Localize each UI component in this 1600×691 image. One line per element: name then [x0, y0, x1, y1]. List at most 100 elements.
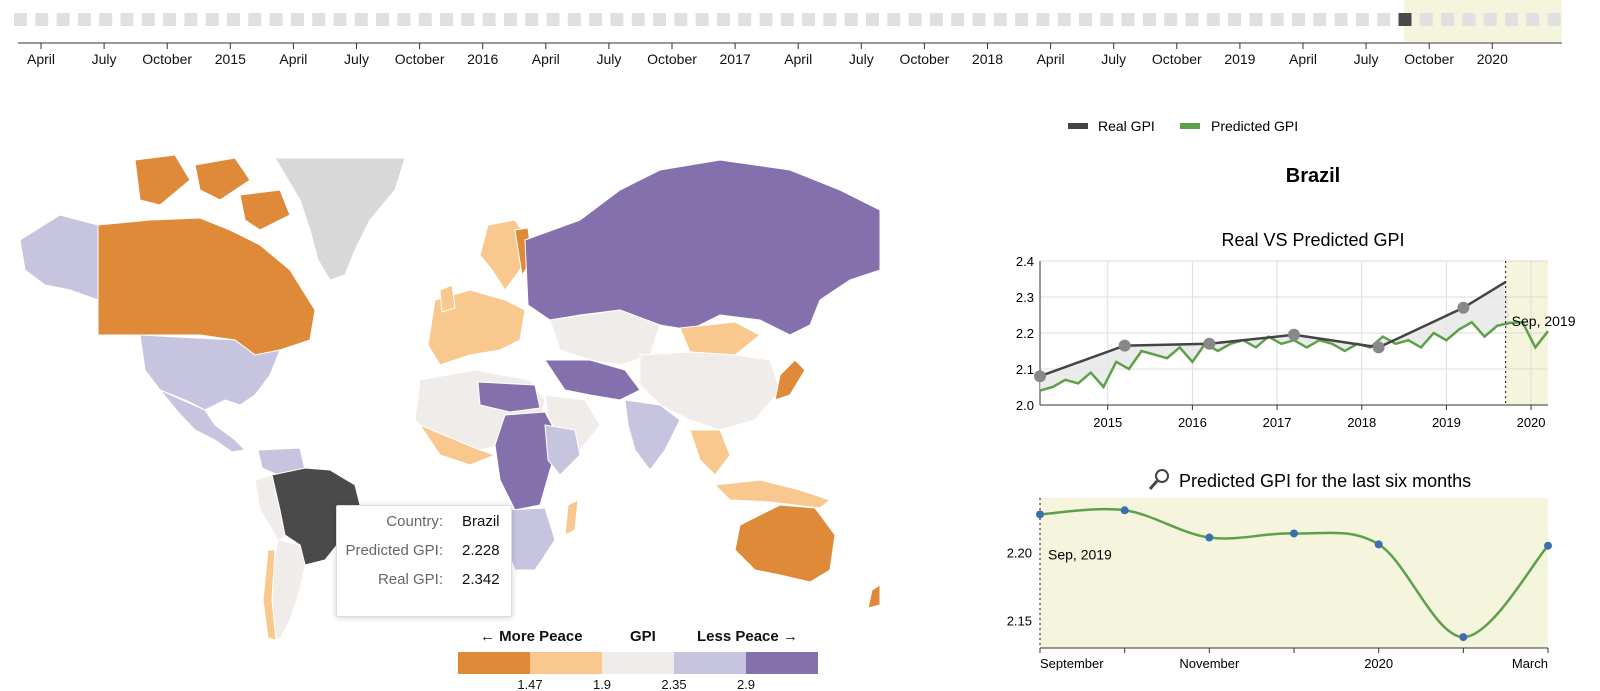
timeline-step[interactable] — [376, 13, 390, 26]
timeline-step[interactable] — [716, 13, 730, 26]
country-greenland[interactable] — [274, 157, 406, 281]
timeline-step[interactable] — [163, 13, 177, 26]
six-month-chart[interactable]: 2.15 2.20 September November 2020 March Sep, 2… — [1007, 498, 1552, 671]
country-new-zealand[interactable] — [867, 584, 881, 609]
timeline-step[interactable] — [780, 13, 794, 26]
timeline-step[interactable] — [887, 13, 901, 26]
timeline-step[interactable] — [1462, 13, 1476, 26]
country-chile[interactable] — [262, 549, 277, 641]
timeline-step[interactable] — [610, 13, 624, 26]
timeline-step[interactable] — [1355, 13, 1369, 26]
timeline-step[interactable] — [141, 13, 155, 26]
timeline-step[interactable] — [333, 13, 347, 26]
timeline-step[interactable] — [631, 13, 645, 26]
timeline-step[interactable] — [951, 13, 965, 26]
timeline-step[interactable] — [440, 13, 453, 26]
timeline-step[interactable] — [823, 13, 837, 26]
timeline-step[interactable] — [929, 13, 943, 26]
timeline-step[interactable] — [248, 13, 262, 26]
chart2-point[interactable] — [1374, 540, 1383, 549]
timeline-step[interactable] — [1015, 13, 1029, 26]
real-vs-predicted-chart[interactable]: 2.0 2.1 2.2 2.3 2.4 2015 2016 2017 2018 2019 2020 S… — [1016, 254, 1576, 430]
country-uk[interactable] — [439, 284, 456, 313]
timeline-step[interactable] — [1142, 13, 1156, 26]
timeline-step[interactable] — [482, 13, 496, 26]
chart2-point[interactable] — [1290, 529, 1298, 538]
timeline-step[interactable] — [525, 13, 539, 26]
country-india[interactable] — [624, 399, 681, 471]
timeline-step[interactable] — [567, 13, 581, 26]
chart1-real-point[interactable] — [1457, 301, 1470, 314]
region-central-africa[interactable] — [494, 411, 561, 511]
timeline-step[interactable] — [269, 13, 283, 26]
timeline-step[interactable] — [1441, 13, 1455, 26]
timeline-step[interactable] — [589, 13, 603, 26]
timeline-step[interactable] — [738, 13, 752, 26]
timeline-step[interactable] — [908, 13, 922, 26]
timeline-step[interactable] — [993, 13, 1007, 26]
timeline-step[interactable] — [1547, 13, 1561, 26]
timeline-step[interactable] — [972, 13, 986, 26]
region-sahel[interactable] — [477, 381, 541, 413]
country-canada[interactable] — [97, 217, 316, 356]
timeline-step[interactable] — [1419, 13, 1433, 26]
region-indonesia[interactable] — [713, 479, 832, 509]
country-australia[interactable] — [734, 504, 836, 583]
timeline-step[interactable] — [759, 13, 773, 26]
timeline-step[interactable] — [35, 13, 49, 26]
timeline-step[interactable] — [695, 13, 709, 26]
world-map[interactable] — [0, 150, 900, 690]
timeline-step[interactable] — [227, 13, 240, 26]
timeline-step[interactable] — [312, 13, 326, 26]
chart2-point[interactable] — [1544, 541, 1552, 550]
timeline-step[interactable] — [503, 13, 517, 26]
timeline-step[interactable] — [1185, 13, 1199, 26]
country-russia[interactable] — [524, 159, 881, 336]
timeline-step[interactable] — [77, 13, 91, 26]
timeline-step[interactable] — [1483, 13, 1497, 26]
region-central-asia[interactable] — [549, 309, 661, 366]
timeline-step[interactable] — [120, 13, 134, 26]
region-west-africa[interactable] — [418, 423, 497, 466]
timeline-step[interactable] — [56, 13, 70, 26]
timeline-step[interactable] — [290, 13, 304, 26]
chart1-real-point[interactable] — [1372, 341, 1385, 354]
timeline-step[interactable] — [461, 13, 475, 26]
timeline-step[interactable] — [205, 13, 219, 26]
timeline-step[interactable] — [1036, 13, 1050, 26]
timeline-step[interactable] — [1057, 13, 1071, 26]
timeline-step[interactable] — [1079, 13, 1092, 26]
chart2-point[interactable] — [1459, 633, 1468, 642]
chart2-point[interactable] — [1036, 510, 1044, 519]
timeline-step[interactable] — [866, 13, 879, 26]
region-east-africa[interactable] — [544, 424, 581, 476]
country-mexico[interactable] — [159, 389, 247, 453]
country-mongolia[interactable] — [679, 321, 761, 356]
timeline-step[interactable] — [1164, 13, 1178, 26]
country-japan[interactable] — [774, 359, 806, 401]
timeline-step[interactable] — [418, 13, 432, 26]
country-china[interactable] — [639, 351, 781, 431]
timeline-step[interactable] — [1270, 13, 1284, 26]
timeline-step[interactable] — [1228, 13, 1242, 26]
chart1-real-point[interactable] — [1034, 370, 1046, 383]
timeline-step[interactable] — [1334, 13, 1348, 26]
timeline-step[interactable] — [1313, 13, 1327, 26]
region-se-asia[interactable] — [689, 429, 731, 476]
chart1-real-point[interactable] — [1288, 328, 1300, 341]
region-southern-africa[interactable] — [504, 507, 556, 571]
timeline-step[interactable] — [653, 13, 666, 26]
timeline-step[interactable] — [1249, 13, 1263, 26]
chart2-point[interactable] — [1120, 506, 1129, 515]
timeline-step[interactable] — [1292, 13, 1305, 26]
timeline-step[interactable] — [99, 13, 113, 26]
timeline-step[interactable] — [1206, 13, 1220, 26]
timeline-step[interactable] — [1505, 13, 1518, 26]
timeline-step[interactable] — [1121, 13, 1135, 26]
timeline-step[interactable] — [354, 13, 368, 26]
chart2-point[interactable] — [1205, 533, 1214, 542]
timeline-step[interactable] — [802, 13, 816, 26]
chart1-real-point[interactable] — [1118, 339, 1131, 352]
timeline-step[interactable] — [844, 13, 858, 26]
canada-islands[interactable] — [134, 154, 291, 231]
